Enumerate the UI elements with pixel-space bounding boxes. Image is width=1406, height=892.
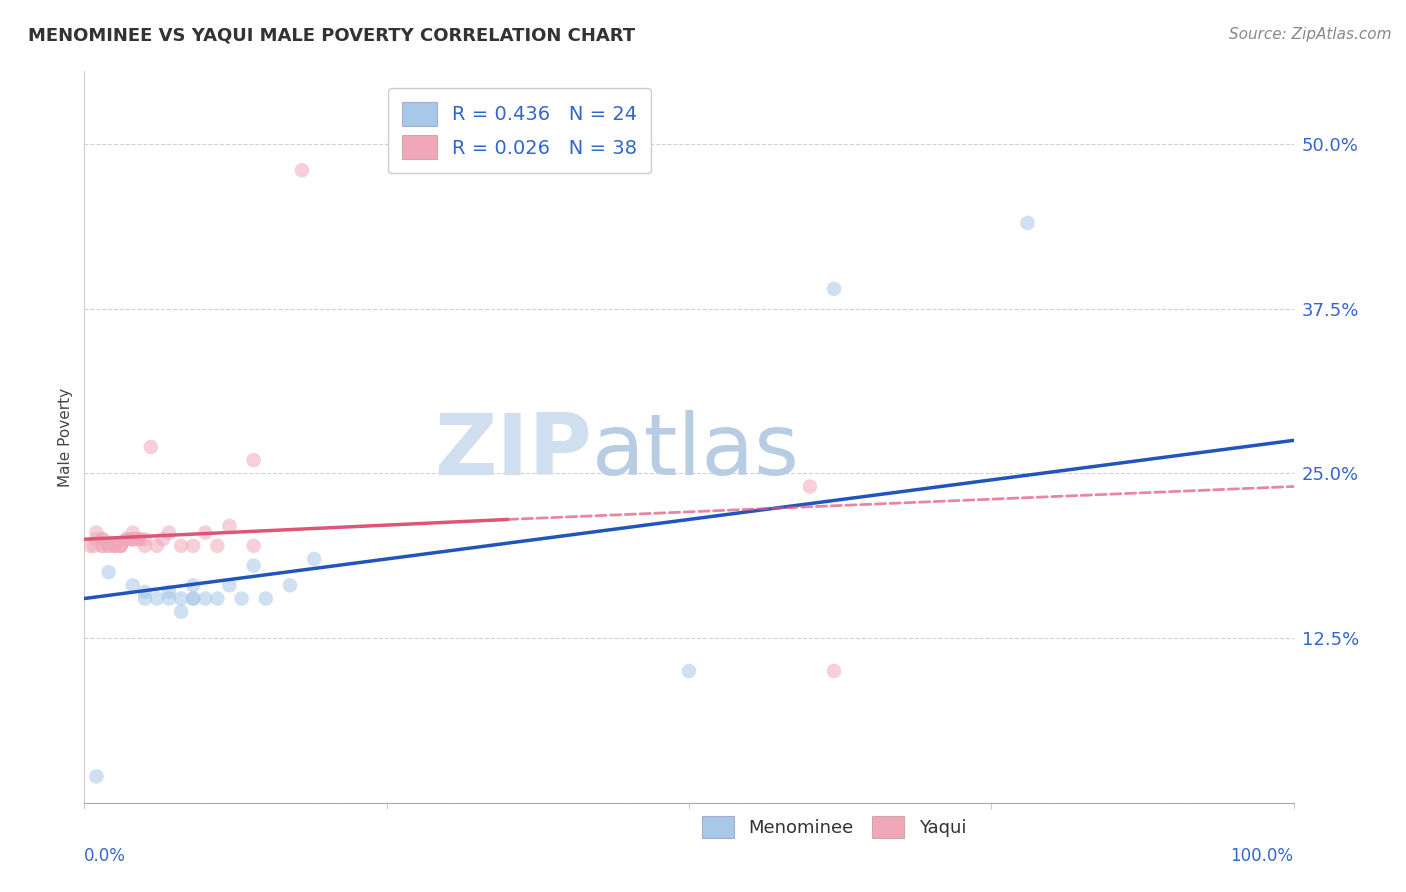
Point bbox=[110, 539, 132, 553]
Point bbox=[91, 533, 114, 547]
Point bbox=[170, 539, 193, 553]
Point bbox=[91, 539, 114, 553]
Point bbox=[110, 539, 132, 553]
Point bbox=[278, 578, 301, 592]
Point bbox=[231, 591, 253, 606]
Point bbox=[121, 533, 143, 547]
Point bbox=[146, 591, 169, 606]
Point bbox=[104, 539, 127, 553]
Point bbox=[194, 591, 217, 606]
Point bbox=[218, 578, 240, 592]
Point bbox=[181, 539, 204, 553]
Point bbox=[157, 525, 180, 540]
Point bbox=[86, 533, 108, 547]
Point bbox=[207, 539, 229, 553]
Point bbox=[242, 539, 264, 553]
Point bbox=[110, 539, 132, 553]
Y-axis label: Male Poverty: Male Poverty bbox=[58, 387, 73, 487]
Point bbox=[121, 533, 143, 547]
Point bbox=[170, 605, 193, 619]
Point bbox=[121, 578, 143, 592]
Point bbox=[181, 578, 204, 592]
Point bbox=[86, 525, 108, 540]
Point bbox=[799, 479, 821, 493]
Point bbox=[170, 591, 193, 606]
Point bbox=[104, 539, 127, 553]
Point bbox=[115, 533, 138, 547]
Point bbox=[79, 539, 101, 553]
Point bbox=[1017, 216, 1039, 230]
Point bbox=[823, 282, 845, 296]
Text: MENOMINEE VS YAQUI MALE POVERTY CORRELATION CHART: MENOMINEE VS YAQUI MALE POVERTY CORRELAT… bbox=[28, 27, 636, 45]
Point bbox=[134, 539, 156, 553]
Text: atlas: atlas bbox=[592, 410, 800, 493]
Point bbox=[121, 533, 143, 547]
Point bbox=[678, 664, 700, 678]
Point bbox=[157, 591, 180, 606]
Point bbox=[91, 533, 114, 547]
Point bbox=[157, 585, 180, 599]
Point bbox=[91, 539, 114, 553]
Point bbox=[128, 533, 150, 547]
Point bbox=[242, 453, 264, 467]
Point bbox=[207, 591, 229, 606]
Legend: Menominee, Yaqui: Menominee, Yaqui bbox=[695, 808, 973, 845]
Text: 0.0%: 0.0% bbox=[84, 847, 127, 864]
Point bbox=[194, 525, 217, 540]
Point bbox=[823, 664, 845, 678]
Point bbox=[104, 539, 127, 553]
Point bbox=[134, 591, 156, 606]
Point bbox=[83, 539, 105, 553]
Point bbox=[218, 519, 240, 533]
Point bbox=[115, 533, 138, 547]
Point bbox=[254, 591, 277, 606]
Point bbox=[291, 163, 314, 178]
Text: Source: ZipAtlas.com: Source: ZipAtlas.com bbox=[1229, 27, 1392, 42]
Point bbox=[97, 539, 120, 553]
Text: 100.0%: 100.0% bbox=[1230, 847, 1294, 864]
Point bbox=[302, 552, 325, 566]
Point bbox=[97, 539, 120, 553]
Point bbox=[134, 533, 156, 547]
Point bbox=[242, 558, 264, 573]
Point bbox=[134, 585, 156, 599]
Point bbox=[181, 591, 204, 606]
Point bbox=[128, 533, 150, 547]
Point bbox=[152, 533, 174, 547]
Point bbox=[139, 440, 162, 454]
Point bbox=[121, 525, 143, 540]
Point bbox=[86, 769, 108, 783]
Point bbox=[146, 539, 169, 553]
Point bbox=[97, 565, 120, 579]
Text: ZIP: ZIP bbox=[434, 410, 592, 493]
Point bbox=[181, 591, 204, 606]
